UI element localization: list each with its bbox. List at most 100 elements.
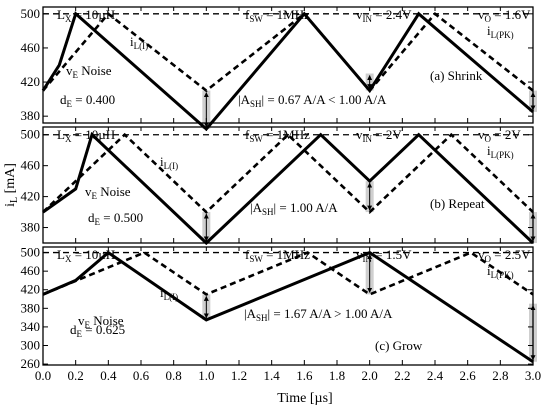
panel-b-noise-label-value: Noise (97, 184, 131, 199)
panel-b-frame (42, 126, 534, 244)
panel-c-slope-gain-label: |ASH| = 1.67 A/A > 1.00 A/A (244, 306, 393, 323)
panel-c-slope-gain-label-value: | = 1.67 A/A > 1.00 A/A (268, 306, 394, 321)
panel-b-ytick-label-0: 380 (21, 220, 41, 235)
y-axis-label-unit: [mA] (3, 163, 18, 197)
xtick-label-5: 1.0 (198, 368, 214, 383)
panel-a-ytick-label-2: 460 (21, 40, 41, 55)
panel-c-input-voltage-label-value: = 1.5V (372, 247, 412, 262)
panel-a-slope-gain-label-main: |A (238, 92, 251, 107)
panel-a-duty-label-value: = 0.400 (72, 92, 115, 107)
panel-a-inductance-label: LX = 10µH (57, 7, 115, 24)
panel-b-frequency-label-sub: SW (249, 134, 263, 144)
panel-a-input-voltage-label-value: = 2.4V (372, 7, 412, 22)
panel-c-inductance-label: LX = 10µH (57, 247, 115, 264)
xtick-label-4: 0.8 (166, 368, 182, 383)
panel-c-peak-current-label-sub: L(PK) (491, 270, 514, 280)
panel-a-frequency-label-value: = 1MHz (263, 7, 310, 22)
panel-c-output-voltage-label: vO = 2.5V (478, 247, 531, 264)
x-axis-label: Time [µs] (277, 391, 332, 406)
y-axis-label: iL [mA] (3, 163, 20, 207)
panel-c-noise-label: vE Noise (78, 313, 124, 330)
panel-a-output-voltage-label-main: v (478, 7, 485, 22)
xtick-label-6: 1.2 (231, 368, 247, 383)
panel-a-output-voltage-label-sub: O (485, 14, 492, 24)
panel-a-input-voltage-label-sub: IN (363, 14, 373, 24)
panel-b-input-voltage-label: vIN = 2V (356, 127, 402, 144)
xtick-label-2: 0.4 (100, 368, 117, 383)
panel-b-input-voltage-label-value: = 2V (372, 127, 402, 142)
y-axis-label-sub: L (9, 197, 20, 203)
panel-b-frequency-label: fSW = 1MHz (245, 127, 310, 144)
panel-c-duty-label-main: d (70, 322, 77, 337)
panel-b-peak-current-label-main: i (487, 143, 491, 158)
panel-c-frequency-label: fSW = 1MHz (245, 247, 310, 264)
panel-b-mode-label: (b) Repeat (430, 196, 485, 211)
panel-b-noise-label: vE Noise (85, 184, 131, 201)
xtick-label-9: 1.8 (329, 368, 345, 383)
panel-c-inductor-current-label-main: i (160, 285, 164, 300)
xtick-label-0: 0.0 (35, 368, 51, 383)
panel-c-input-voltage-label-sub: IN (363, 254, 373, 264)
panel-b-output-voltage-label-value: = 2V (491, 127, 521, 142)
panel-a-duty-label-main: d (60, 92, 67, 107)
panel-a-ytick-label-3: 500 (21, 6, 41, 21)
panel-a-frequency-label-main: f (245, 7, 250, 22)
panel-b-peak-current-label: iL(PK) (487, 143, 514, 160)
panel-c: 260 300 340 380 420 460 500 LX = 10µH fSW = 1MHz… (21, 245, 537, 371)
panel-c-mode-label: (c) Grow (375, 338, 423, 353)
panel-b-slope-gain-label-value: | = 1.00 A/A (274, 200, 339, 215)
panel-c-ytick-label-5: 460 (21, 263, 41, 278)
panel-c-ytick-label-3: 380 (21, 300, 41, 315)
panel-c-ytick-label-2: 340 (21, 319, 41, 334)
panel-a-frequency-label-sub: SW (249, 14, 263, 24)
panel-c-input-voltage-label: vIN = 1.5V (356, 247, 412, 264)
panel-a-noise-label: vE Noise (66, 63, 112, 80)
panel-b-ytick-label-3: 500 (21, 127, 41, 142)
panel-b-inductor-current-label-sub: L(I) (164, 161, 179, 171)
xtick-label-12: 2.4 (427, 368, 444, 383)
panel-b-input-voltage-label-main: v (356, 127, 363, 142)
panel-a-input-voltage-label: vIN = 2.4V (356, 7, 412, 24)
panel-b-ytick-label-2: 460 (21, 158, 41, 173)
panel-a-slope-gain-label-sub: SH (250, 99, 262, 109)
panel-c-ytick-label-0: 260 (21, 356, 41, 371)
panel-b-duty-label-value: = 0.500 (100, 210, 143, 225)
panel-c-ytick-label-1: 300 (21, 337, 41, 352)
panel-a-mode-label: (a) Shrink (430, 68, 483, 83)
panel-b-input-voltage-label-sub: IN (363, 134, 373, 144)
panel-b-inductance-label-main: L (57, 127, 65, 142)
panel-c-inductance-label-main: L (57, 247, 65, 262)
panel-a-noise-label-sub: E (73, 70, 79, 80)
panel-a-inductor-current-label: iL(I) (130, 34, 148, 51)
xtick-label-10: 2.0 (362, 368, 378, 383)
panel-a-frame (42, 6, 534, 124)
panel-c-peak-current-label-main: i (487, 263, 491, 278)
panel-a-inductance-label-value: = 10µH (71, 7, 115, 22)
panel-b-peak-current-label-sub: L(PK) (491, 150, 514, 160)
panel-c-duty-label-value: = 0.625 (82, 322, 125, 337)
panel-a-slope-gain-label: |ASH| = 0.67 A/A < 1.00 A/A (238, 92, 387, 109)
panel-a-peak-current-label-sub: L(PK) (491, 30, 514, 40)
panel-a-output-voltage-label: vO = 1.6V (478, 7, 531, 24)
panel-b-inductor-current-label-main: i (160, 154, 164, 169)
panel-c-ytick-label-6: 500 (21, 245, 41, 260)
panel-c-output-voltage-label-main: v (478, 247, 485, 262)
panel-a-duty-label: dE = 0.400 (60, 92, 115, 109)
panel-b-ideal-current-series (42, 132, 534, 214)
panel-c-output-voltage-label-value: = 2.5V (491, 247, 531, 262)
panel-b-noise-label-main: v (85, 184, 92, 199)
panel-a-ytick-label-1: 420 (21, 74, 41, 89)
xtick-label-15: 3.0 (525, 368, 541, 383)
panel-b-frequency-label-main: f (245, 127, 250, 142)
panel-c-frequency-label-value: = 1MHz (263, 247, 310, 262)
panel-a-output-voltage-label-value: = 1.6V (491, 7, 531, 22)
panel-b-slope-gain-label-sub: SH (262, 207, 274, 217)
panel-b-ytick-label-1: 420 (21, 189, 41, 204)
xtick-label-1: 0.2 (68, 368, 84, 383)
xtick-label-7: 1.4 (264, 368, 281, 383)
panel-c-frame (42, 246, 534, 366)
panel-c-ytick-label-4: 420 (21, 282, 41, 297)
panel-c-inductance-label-value: = 10µH (71, 247, 115, 262)
xtick-label-13: 2.6 (460, 368, 477, 383)
panel-c-ideal-current-series (42, 251, 534, 296)
